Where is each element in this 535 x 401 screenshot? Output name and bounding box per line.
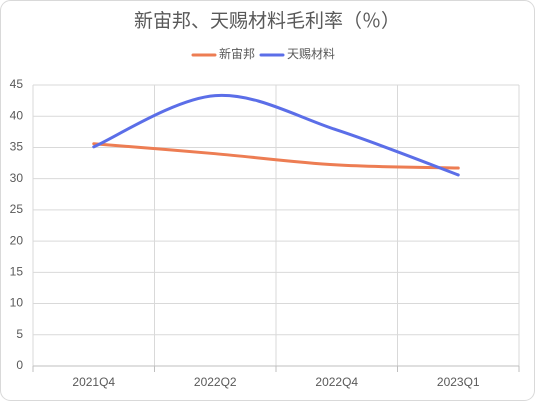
x-tick-label: 2022Q4 (315, 375, 358, 389)
line-series (92, 142, 460, 170)
y-tick-label: 0 (16, 358, 23, 372)
line-series (92, 93, 460, 177)
y-tick-label: 45 (10, 77, 24, 91)
y-tick-label: 15 (10, 265, 24, 279)
chart-title: 新宙邦、天赐材料毛利率（％） (134, 10, 400, 32)
y-tick-label: 10 (10, 296, 24, 310)
y-tick-label: 30 (10, 171, 24, 185)
x-tick-label: 2023Q1 (437, 375, 480, 389)
y-tick-label: 20 (10, 233, 24, 247)
legend-label: 新宙邦 (219, 46, 255, 61)
x-tick-label: 2021Q4 (72, 375, 115, 389)
y-tick-label: 35 (10, 140, 24, 154)
y-tick-label: 5 (16, 327, 23, 341)
x-tick-label: 2022Q2 (194, 375, 237, 389)
y-tick-label: 25 (10, 202, 24, 216)
y-tick-label: 40 (10, 108, 24, 122)
legend-label: 天赐材料 (287, 47, 335, 61)
